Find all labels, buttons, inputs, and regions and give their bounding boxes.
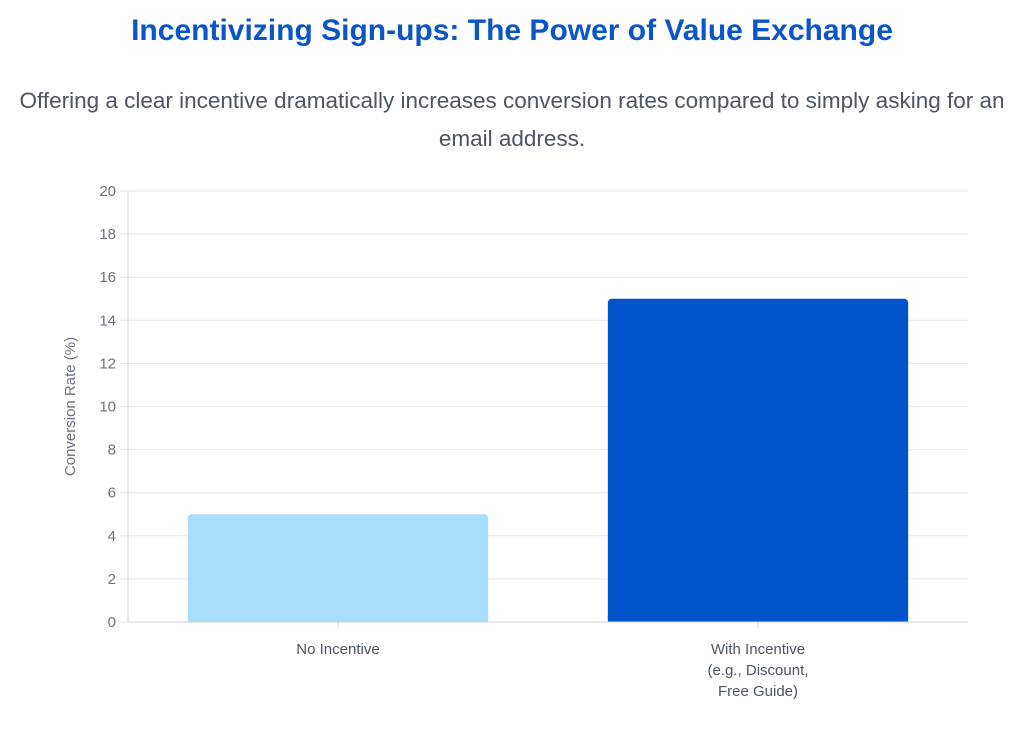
y-tick-label: 4	[108, 528, 116, 545]
bar-base	[607, 616, 909, 622]
y-tick-label: 10	[99, 399, 116, 416]
y-tick-label: 8	[108, 442, 116, 459]
y-tick-label: 2	[108, 571, 116, 588]
x-tick-label: No Incentive	[296, 641, 379, 658]
x-tick-label: With Incentive (e.g., Discount, Free Guide…	[708, 641, 809, 700]
bar	[187, 514, 489, 622]
y-axis-title: Conversion Rate (%)	[62, 337, 79, 476]
bar	[607, 298, 909, 622]
chart-title: Incentivizing Sign-ups: The Power of Val…	[131, 14, 893, 47]
y-tick-label: 18	[99, 226, 116, 243]
y-tick-label: 14	[99, 312, 116, 329]
y-tick-label: 0	[108, 614, 116, 631]
bar-base	[187, 616, 489, 622]
y-tick-label: 12	[99, 355, 116, 372]
y-tick-label: 6	[108, 485, 116, 502]
chart-subtitle: Offering a clear incentive dramatically …	[19, 88, 1005, 151]
y-tick-label: 20	[99, 183, 116, 200]
y-tick-label: 16	[99, 269, 116, 286]
